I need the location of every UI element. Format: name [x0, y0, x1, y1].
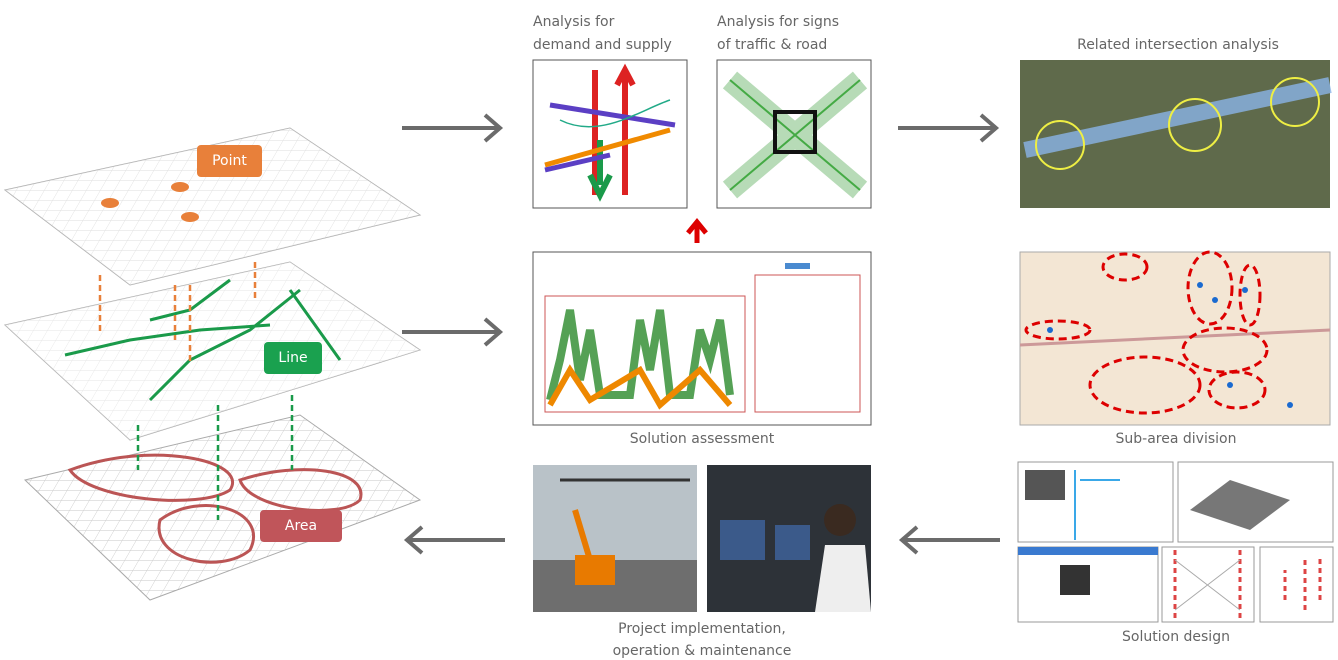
- up-arrow: [686, 218, 708, 243]
- caption: of traffic & road: [717, 37, 827, 53]
- point-label: Point: [212, 153, 247, 169]
- area-label: Area: [285, 518, 317, 534]
- line-paths: [64, 278, 342, 402]
- caption: operation & maintenance: [613, 643, 792, 659]
- caption: demand and supply: [533, 37, 672, 53]
- caption: Solution design: [1122, 629, 1230, 645]
- caption: Analysis for signs: [717, 14, 839, 30]
- map-layers: Point Line Area: [3, 127, 422, 601]
- assessment-panel: [532, 251, 872, 426]
- caption: Solution assessment: [630, 431, 775, 447]
- demand-supply-panel: [532, 59, 688, 209]
- point-layer: [3, 127, 422, 286]
- caption: Sub-area division: [1116, 431, 1237, 447]
- area-badge: [260, 510, 342, 542]
- caption: Project implementation,: [618, 621, 786, 637]
- intersection-panel: [1020, 60, 1332, 208]
- traffic-signs-panel: [716, 59, 872, 209]
- flow-arrows: [402, 113, 1000, 555]
- line-badge: [264, 342, 322, 374]
- subarea-panel: [1019, 250, 1331, 426]
- caption: Analysis for: [533, 14, 615, 30]
- design-panel: [1017, 461, 1334, 623]
- caption: Related intersection analysis: [1077, 37, 1279, 53]
- area-outlines: [67, 453, 363, 564]
- point-badge: [197, 145, 262, 177]
- line-label: Line: [278, 350, 307, 366]
- implementation-photos: [533, 465, 871, 612]
